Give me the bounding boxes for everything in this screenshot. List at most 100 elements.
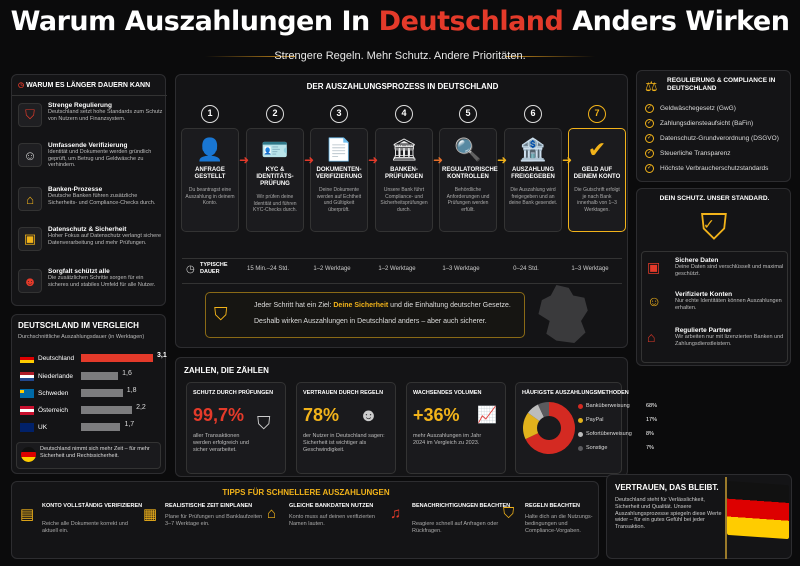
compare-bar [81, 354, 153, 362]
growth-chart-icon: 📈 [477, 407, 497, 424]
regulation-panel: ⚖ REGULIERUNG & COMPLIANCE IN DEUTSCHLAN… [636, 70, 791, 182]
compare-value: 1,8 [126, 387, 137, 394]
check-icon: ✓ [645, 149, 654, 158]
step-number: 3 [317, 105, 361, 123]
flag-se-icon [20, 388, 34, 398]
list-item: ✓ Datenschutz-Grundverordnung (DSGVO) [645, 134, 779, 143]
country-row: Schweden [20, 387, 68, 399]
list-item: Sichere Daten Deine Daten sind verschlüss… [675, 257, 784, 277]
arrow-icon: ➜ [562, 153, 573, 167]
step-card: 🏦 AUSZAHLUNG FREIGEGEBEN Die Auszahlung wi… [504, 128, 562, 232]
divider [12, 95, 167, 96]
check-icon: ✓ [645, 119, 654, 128]
tips-title: TIPPS FÜR SCHNELLERE AUSZAHLUNGEN [222, 488, 390, 497]
compare-bar [81, 406, 133, 414]
step-card: 📄 DOKUMENTEN-VERIFIZIERUNG Deine Dokumente… [310, 128, 368, 232]
scales-icon: ⚖ [645, 78, 658, 94]
donut-slice [523, 412, 549, 440]
step-time: 0–24 Std. [513, 266, 539, 272]
divider [205, 56, 295, 57]
legend-label: PayPal [586, 417, 604, 423]
flagpole [725, 477, 727, 559]
legend-value: 68% [646, 403, 658, 409]
people-icon: ☻ [359, 405, 378, 425]
step-number: 1 [188, 105, 232, 123]
legend-label: Sonstige [586, 445, 608, 451]
trust-title: VERTRAUEN, DAS BLEIBT. [615, 483, 719, 492]
legend-value: 8% [646, 431, 654, 437]
shield-check-icon: ⛉ [700, 206, 728, 247]
stat-card: SCHUTZ DURCH PRÜFUNGEN 99,7% aller Trans… [186, 382, 286, 474]
shield-check-icon: ⛉ [257, 413, 271, 433]
compare-value: 1,7 [124, 421, 135, 428]
list-item: Umfassende Verifizierung Identität und Do… [48, 142, 152, 168]
calendar-icon: ▦ [143, 506, 158, 523]
step-time: 1–3 Werktage [571, 266, 609, 272]
legend-swatch [578, 446, 583, 451]
search-icon: 🔍 [454, 137, 482, 162]
compare-title: DEUTSCHLAND IM VERGLEICH [18, 321, 139, 330]
trust-panel: VERTRAUEN, DAS BLEIBT. Deutschland steht… [606, 474, 792, 559]
bell-icon: ♫ [390, 505, 402, 522]
note-line2: Deshalb wirken Auszahlungen in Deutschla… [254, 318, 487, 325]
step-card: 👤 ANFRAGE GESTELLT Du beantragst eine Ausz… [181, 128, 239, 232]
compare-value: 2,2 [136, 404, 146, 411]
shield-check-icon: ⛉ [214, 304, 228, 324]
page-subtitle: Strengere Regeln. Mehr Schutz. Andere Pr… [274, 50, 526, 62]
legend-value: 7% [646, 445, 654, 451]
list-item: Banken-Prozesse Deutsche Banken führen zu… [48, 186, 156, 206]
step-time: 1–2 Werktage [378, 266, 416, 272]
germany-flag-icon [727, 480, 789, 540]
compare-bar [81, 423, 121, 431]
step-number: 5 [446, 105, 490, 123]
legend-swatch [578, 404, 583, 409]
compare-bar [81, 372, 119, 380]
people-icon: ☻ [18, 269, 42, 293]
legend-swatch [578, 432, 583, 437]
id-check-icon: ☺ [18, 143, 42, 167]
donut-hole [537, 416, 561, 440]
arrow-icon: ➜ [368, 153, 379, 167]
step-card: 🪪 KYC & IDENTITÄTS-PRÜFUNG Wir prüfen dein… [246, 128, 304, 232]
stat-card: WACHSENDES VOLUMEN +36% mehr Auszahlunge… [406, 382, 506, 474]
protect-title: DEIN SCHUTZ. UNSER STANDARD. [659, 195, 770, 202]
list-item: ✓ Geldwäschegesetz (GwG) [645, 104, 736, 113]
bank-check-icon: 🏦 [519, 137, 547, 162]
tip-item: ▤ KONTO VOLLSTÄNDIG VERIFIZIEREN Reiche al… [20, 503, 143, 534]
timeline [182, 258, 622, 284]
check-icon: ✓ [645, 164, 654, 173]
compare-footer [16, 442, 161, 469]
step-number: 2 [253, 105, 297, 123]
list-item: Strenge Regulierung Deutschland setzt hoh… [48, 102, 163, 122]
donut-legend: Banküberweisung 68% PayPal 17% Sofortüberwei… [578, 403, 657, 459]
step-card: ✔ GELD AUF DEINEM KONTO Die Gutschrift erf… [568, 128, 626, 232]
legend-item: PayPal 17% [578, 417, 657, 431]
compare-bar [81, 389, 123, 397]
clock-icon: ◷ [18, 82, 25, 89]
tip-item: ⌂ GLEICHE BANKDATEN NUTZEN Konto muss auf … [267, 503, 375, 527]
country-row: Deutschland [20, 352, 74, 364]
step-time: 1–2 Werktage [313, 266, 351, 272]
compare-value: 1,6 [122, 370, 132, 377]
legend-swatch [578, 418, 583, 423]
legend-item: Banküberweisung 68% [578, 403, 657, 417]
step-card: 🔍 REGULATORISCHE KONTROLLEN Behördliche An… [439, 128, 498, 232]
step-number: 7 [575, 105, 619, 123]
step-time: 1–3 Werktage [442, 266, 480, 272]
step-number: 6 [511, 105, 555, 123]
tips-panel: TIPPS FÜR SCHNELLERE AUSZAHLUNGEN [11, 481, 599, 559]
list-item: ✓ Steuerliche Transparenz [645, 149, 731, 158]
flag-at-icon [20, 405, 34, 415]
flag-uk-icon [20, 422, 34, 432]
id-card-icon: 🪪 [261, 137, 289, 162]
id-card-icon: ▤ [20, 506, 35, 523]
tip-item: ⛉ REGELN BEACHTEN Halte dich an die Nutzun… [503, 503, 593, 534]
legend-value: 17% [646, 417, 658, 423]
page-title: Warum Auszahlungen In Deutschland Anders… [10, 6, 790, 37]
note-line1: Jeder Schritt hat ein Ziel: Deine Sicher… [254, 302, 511, 309]
check-icon: ✓ [703, 216, 715, 232]
tip-item: ♫ BENACHRICHTIGUNGEN BEACHTEN Reagiere sch… [390, 503, 511, 534]
shield-check-icon: ⛉ [503, 505, 515, 522]
list-item: ✓ Zahlungsdiensteaufsicht (BaFin) [645, 119, 754, 128]
bank-icon: ⌂ [18, 187, 42, 211]
